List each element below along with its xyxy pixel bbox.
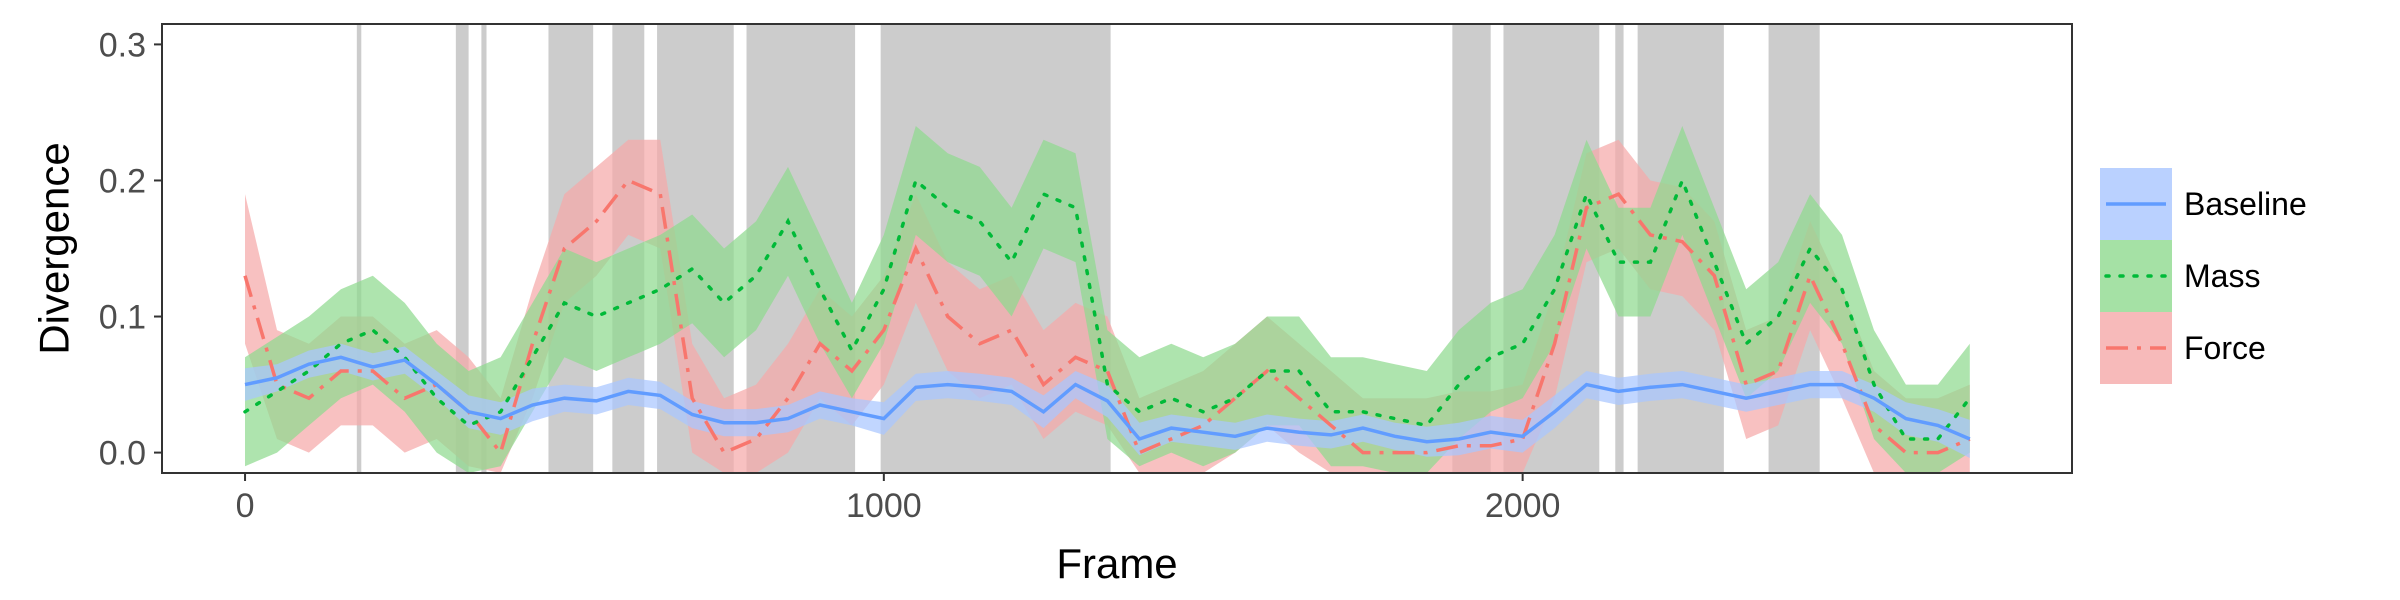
- legend-item-mass: Mass: [2100, 240, 2260, 312]
- y-tick-label: 0.2: [99, 162, 146, 200]
- legend: Baseline Mass Force: [2100, 168, 2307, 384]
- plot-panel-border: [161, 23, 2073, 474]
- x-axis: 0 1000 2000: [236, 473, 1561, 525]
- legend-label: Mass: [2184, 258, 2260, 294]
- y-tick-label: 0.1: [99, 299, 146, 337]
- line-baseline: [244, 355, 1971, 444]
- x-tick-label: 1000: [846, 487, 922, 525]
- legend-item-baseline: Baseline: [2100, 168, 2307, 240]
- y-axis-title: Divergence: [31, 142, 78, 354]
- series-lines: [243, 175, 1972, 457]
- line-force: [243, 178, 1971, 457]
- shaded-region: [356, 24, 362, 473]
- line-mass: [243, 175, 1972, 441]
- shaded-region: [481, 24, 487, 473]
- y-tick-label: 0.3: [99, 26, 146, 64]
- y-tick-label: 0.0: [99, 435, 146, 473]
- legend-label: Baseline: [2184, 186, 2307, 222]
- legend-item-force: Force: [2100, 312, 2266, 384]
- x-axis-title: Frame: [1056, 540, 1177, 587]
- x-tick-label: 2000: [1485, 487, 1561, 525]
- y-axis: 0.0 0.1 0.2 0.3: [99, 26, 162, 473]
- legend-label: Force: [2184, 330, 2266, 366]
- x-tick-label: 0: [236, 487, 255, 525]
